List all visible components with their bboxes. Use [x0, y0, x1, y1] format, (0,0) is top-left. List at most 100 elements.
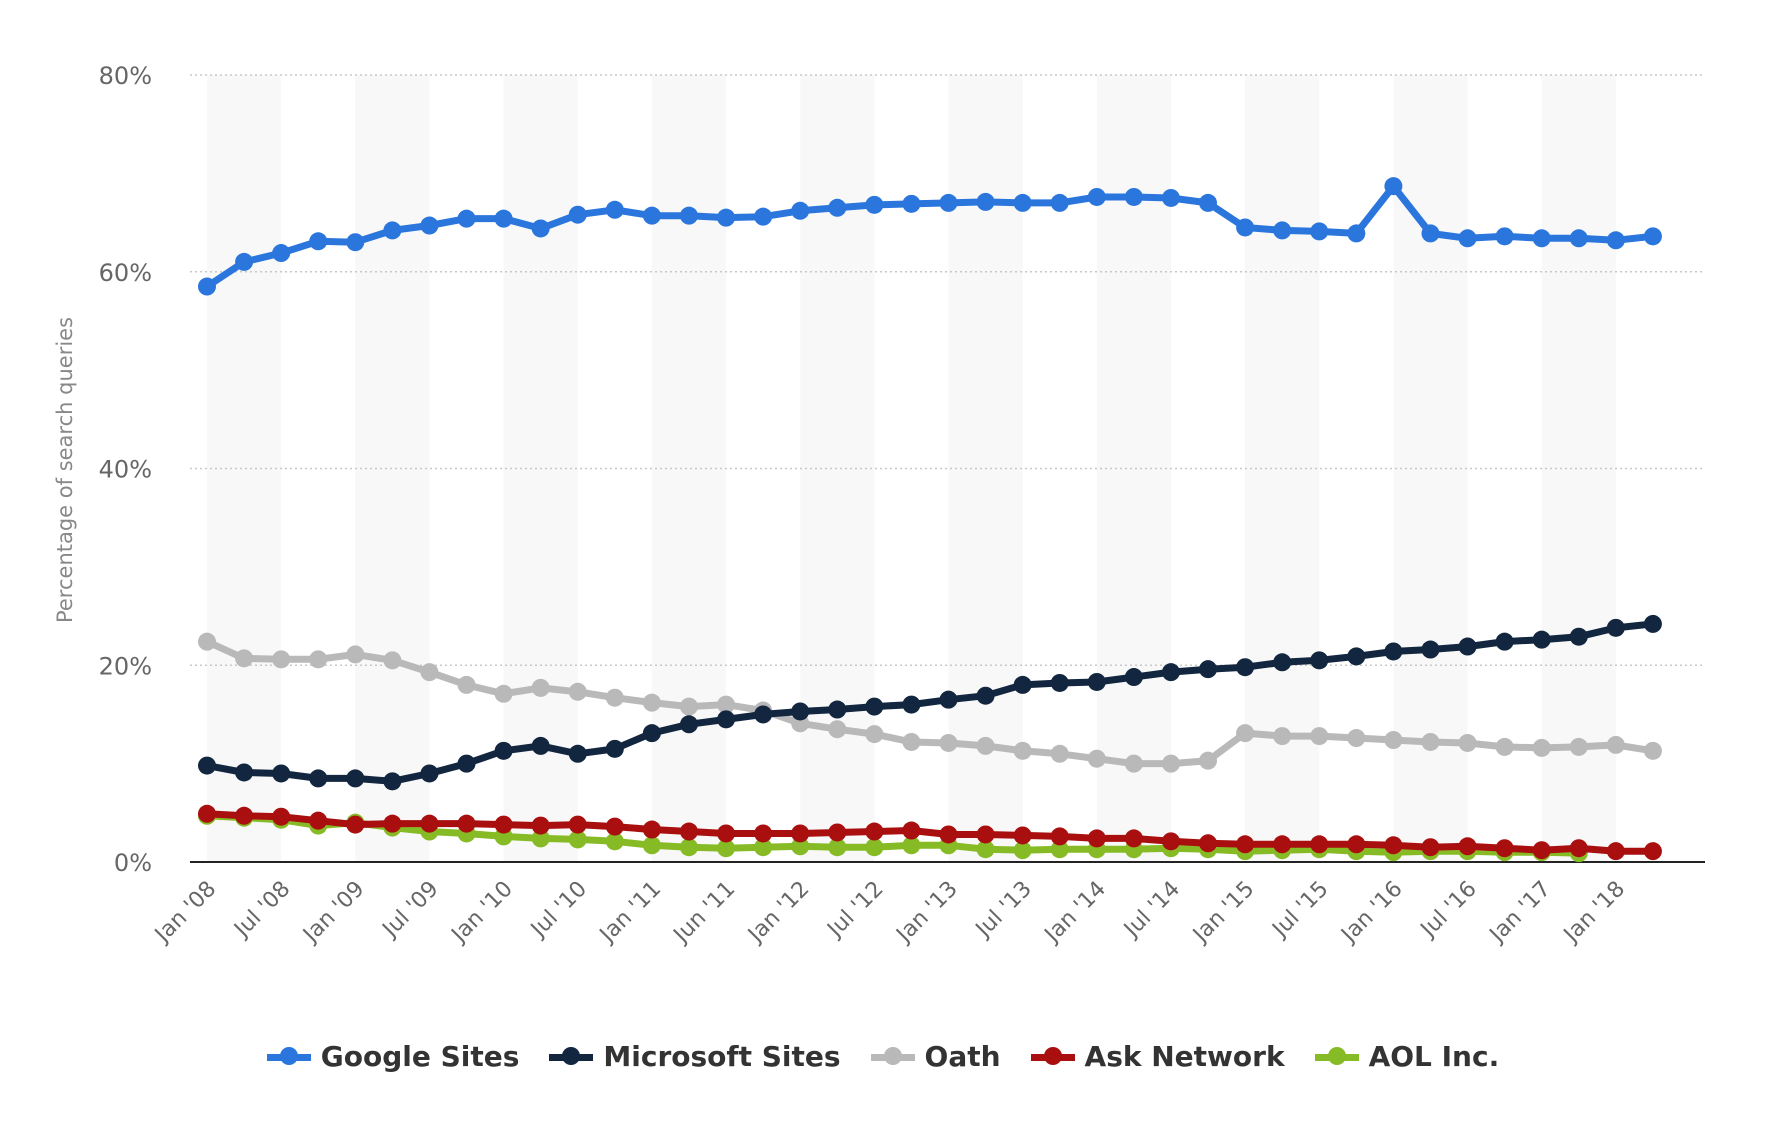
data-point	[902, 732, 921, 751]
data-point	[272, 244, 291, 263]
data-point	[1347, 647, 1366, 666]
legend-marker-icon	[1030, 1046, 1075, 1065]
data-point	[642, 693, 661, 712]
data-point	[1087, 749, 1106, 768]
data-point	[1384, 177, 1403, 196]
data-point	[346, 815, 365, 834]
data-point	[383, 221, 402, 240]
data-point	[642, 836, 661, 855]
x-tick-label: Jul '13	[970, 877, 1037, 944]
legend-label: Microsoft Sites	[603, 1040, 841, 1073]
data-point	[902, 836, 921, 855]
data-point	[754, 838, 773, 857]
y-tick-label: 0%	[114, 849, 152, 877]
data-point	[717, 710, 736, 729]
legend-item[interactable]: Google Sites	[266, 1040, 520, 1073]
x-tick-label: Jul '15	[1267, 877, 1334, 944]
data-point	[346, 769, 365, 788]
y-tick-label: 20%	[99, 652, 152, 680]
data-point	[1495, 737, 1514, 756]
data-point	[717, 208, 736, 227]
data-point	[642, 724, 661, 743]
data-point	[272, 764, 291, 783]
data-point	[1050, 827, 1069, 846]
data-point	[1013, 826, 1032, 845]
data-point	[568, 744, 587, 763]
data-point	[1013, 841, 1032, 860]
legend-label: Google Sites	[320, 1040, 520, 1073]
background-band	[651, 75, 727, 862]
data-point	[902, 194, 921, 213]
data-point	[791, 837, 810, 856]
data-point	[1199, 834, 1218, 853]
data-point	[1161, 188, 1180, 207]
data-point	[1347, 835, 1366, 854]
data-point	[420, 814, 439, 833]
series-line	[205, 182, 1654, 290]
legend-marker-icon	[1314, 1046, 1359, 1065]
legend-item[interactable]: Ask Network	[1030, 1040, 1285, 1073]
data-point	[1421, 732, 1440, 751]
data-point	[902, 821, 921, 840]
data-point	[1199, 193, 1218, 212]
data-point	[902, 695, 921, 714]
data-point	[531, 816, 550, 835]
data-point	[1643, 227, 1662, 246]
data-point	[1161, 754, 1180, 773]
x-tick-label: Jan '13	[891, 877, 963, 949]
data-point	[568, 830, 587, 849]
data-point	[1161, 832, 1180, 851]
x-tick-label: Jul '16	[1415, 877, 1482, 944]
data-point	[1087, 187, 1106, 206]
legend-label: Oath	[924, 1040, 1001, 1073]
data-point	[1532, 841, 1551, 860]
data-point	[605, 688, 624, 707]
legend-marker-icon	[549, 1046, 594, 1065]
data-point	[1384, 642, 1403, 661]
series-group	[198, 177, 1662, 863]
data-point	[1013, 675, 1032, 694]
data-point	[939, 733, 958, 752]
data-point	[1087, 672, 1106, 691]
data-point	[828, 838, 847, 857]
data-point	[754, 824, 773, 843]
data-point	[717, 824, 736, 843]
data-point	[976, 825, 995, 844]
series-line	[205, 638, 1654, 768]
data-point	[568, 682, 587, 701]
legend-item[interactable]: Microsoft Sites	[549, 1040, 841, 1073]
legend-item[interactable]: AOL Inc.	[1314, 1040, 1499, 1073]
series-google-sites	[198, 177, 1662, 296]
data-point	[383, 814, 402, 833]
legend-marker-icon	[870, 1046, 915, 1065]
x-tick-label: Jan '12	[742, 877, 814, 949]
legend-label: Ask Network	[1084, 1040, 1285, 1073]
data-point	[1495, 839, 1514, 858]
data-point	[420, 663, 439, 682]
x-tick-label: Jan '16	[1336, 877, 1408, 949]
data-point	[1236, 724, 1255, 743]
data-point	[828, 823, 847, 842]
data-point	[1124, 754, 1143, 773]
data-point	[309, 232, 328, 251]
y-tick-label: 80%	[99, 62, 152, 90]
data-point	[346, 233, 365, 252]
data-point	[1050, 744, 1069, 763]
data-point	[1050, 840, 1069, 859]
background-band	[1096, 75, 1171, 862]
data-point	[1606, 618, 1625, 637]
x-tick-label: Jun '11	[668, 877, 740, 949]
x-tick-label: Jan '14	[1039, 877, 1111, 949]
legend-item[interactable]: Oath	[870, 1040, 1001, 1073]
data-point	[679, 206, 698, 225]
data-point	[754, 207, 773, 226]
data-point	[346, 645, 365, 664]
data-point	[976, 192, 995, 211]
data-point	[605, 817, 624, 836]
data-point	[1495, 227, 1514, 246]
x-tick-label: Jan '09	[297, 877, 369, 949]
data-point	[865, 725, 884, 744]
data-point	[494, 684, 513, 703]
series-microsoft-sites	[198, 614, 1662, 791]
